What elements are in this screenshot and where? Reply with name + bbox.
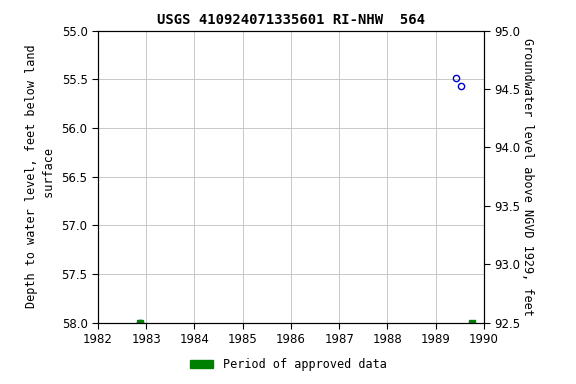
Y-axis label: Groundwater level above NGVD 1929, feet: Groundwater level above NGVD 1929, feet (521, 38, 535, 316)
Y-axis label: Depth to water level, feet below land
 surface: Depth to water level, feet below land su… (25, 45, 56, 308)
Legend: Period of approved data: Period of approved data (185, 354, 391, 376)
Title: USGS 410924071335601 RI-NHW  564: USGS 410924071335601 RI-NHW 564 (157, 13, 425, 27)
